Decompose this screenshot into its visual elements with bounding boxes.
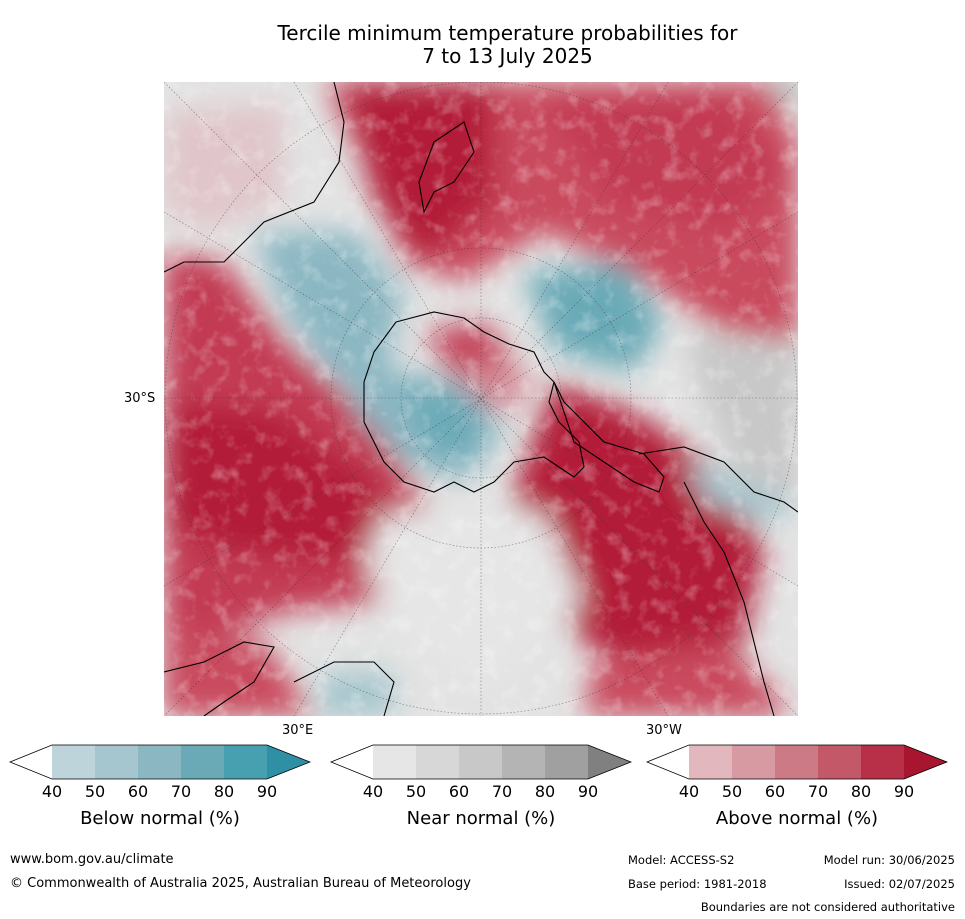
colorbar-near-lower: [331, 745, 373, 779]
colorbar-near-title: Near normal (%): [406, 808, 556, 829]
colorbar-above-box-1: [689, 745, 732, 779]
colorbar-near-outline: [330, 744, 632, 780]
coastlines: [164, 82, 798, 716]
colorbar-above-svg: [646, 744, 948, 780]
africa-coast: [164, 641, 275, 716]
antarctica-coast: [363, 311, 585, 493]
colorbar-below-box-3: [138, 745, 181, 779]
tick-label: 70: [170, 782, 192, 801]
antarctic-peninsula-coast: [553, 381, 665, 493]
tick-label: 40: [678, 782, 700, 801]
tick-label: 50: [84, 782, 106, 801]
probability-map: [164, 82, 798, 716]
colorbar-above-box-2: [732, 745, 775, 779]
africa-south-coast: [293, 661, 395, 716]
colorbar-below-box-4: [181, 745, 224, 779]
graticule: [164, 82, 798, 716]
footer-website: www.bom.gov.au/climate: [10, 852, 174, 867]
colorbar-below-title: Below normal (%): [80, 808, 240, 829]
colorbar-near-box-1: [373, 745, 416, 779]
colorbar-above-upper: [904, 745, 947, 779]
colorbar-below-outline: [9, 744, 311, 780]
tick-label: 70: [491, 782, 513, 801]
tick-label: 50: [405, 782, 427, 801]
footer-model: Model: ACCESS-S2: [628, 853, 735, 867]
colorbar-near-box-3: [459, 745, 502, 779]
footer-base-period: Base period: 1981-2018: [628, 877, 767, 891]
colorbar-below-box-2: [95, 745, 138, 779]
colorbar-below-box-5: [224, 745, 267, 779]
title-line-2: 7 to 13 July 2025: [422, 44, 593, 68]
colorbar-above-box-3: [775, 745, 818, 779]
colorbar-near-box-4: [502, 745, 545, 779]
new-zealand-coast: [418, 121, 475, 214]
colorbar-near-box-2: [416, 745, 459, 779]
south-america-east-coast: [683, 481, 775, 716]
tick-label: 80: [534, 782, 556, 801]
lat-label-30s: 30°S: [124, 391, 156, 406]
tick-label: 80: [213, 782, 235, 801]
lon-label-30e: 30°E: [282, 723, 314, 738]
tick-label: 60: [127, 782, 149, 801]
tick-label: 90: [577, 782, 599, 801]
tick-label: 40: [362, 782, 384, 801]
footer-model-run: Model run: 30/06/2025: [823, 853, 955, 867]
tick-label: 90: [893, 782, 915, 801]
footer-copyright: © Commonwealth of Australia 2025, Austra…: [10, 876, 471, 891]
colorbar-below-upper: [267, 745, 310, 779]
colorbar-above-outline: [646, 744, 948, 780]
colorbar-below-lower: [10, 745, 52, 779]
colorbar-below-svg: [9, 744, 311, 780]
map-svg: [164, 82, 798, 716]
colorbar-above: [646, 744, 948, 780]
tick-label: 60: [448, 782, 470, 801]
colorbar-below: [9, 744, 311, 780]
footer-disclaimer: Boundaries are not considered authoritat…: [700, 900, 955, 914]
tick-label: 60: [764, 782, 786, 801]
colorbar-above-title: Above normal (%): [715, 808, 879, 829]
footer-issued: Issued: 02/07/2025: [844, 877, 955, 891]
colorbar-near-box-5: [545, 745, 588, 779]
colorbar-above-box-4: [818, 745, 861, 779]
tick-label: 70: [807, 782, 829, 801]
colorbar-near-upper: [588, 745, 631, 779]
colorbar-above-box-5: [861, 745, 904, 779]
tick-label: 90: [256, 782, 278, 801]
tick-label: 80: [850, 782, 872, 801]
title-line-1: Tercile minimum temperature probabilitie…: [277, 21, 738, 45]
chart-title: Tercile minimum temperature probabilitie…: [0, 22, 965, 68]
australia-coast: [164, 82, 345, 273]
tick-label: 40: [41, 782, 63, 801]
colorbar-below-box-1: [52, 745, 95, 779]
lon-label-30w: 30°W: [646, 723, 682, 738]
colorbar-near-svg: [330, 744, 632, 780]
tick-label: 50: [721, 782, 743, 801]
south-america-coast: [638, 446, 798, 513]
colorbar-near: [330, 744, 632, 780]
colorbar-above-lower: [647, 745, 689, 779]
